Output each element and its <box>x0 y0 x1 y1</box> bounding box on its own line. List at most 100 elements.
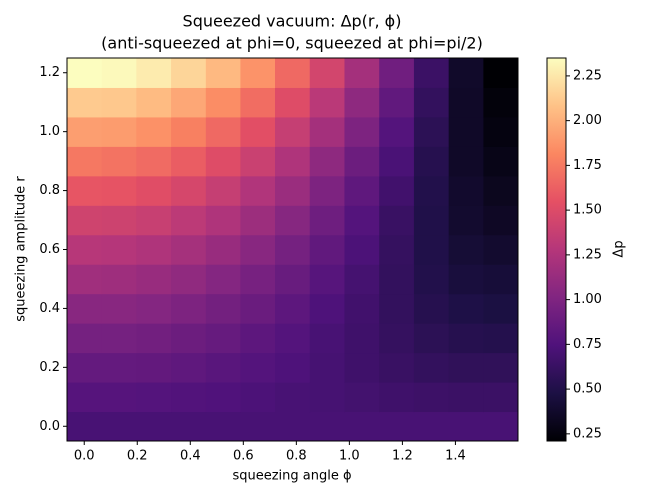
heatmap-cell <box>413 205 450 236</box>
heatmap-cell <box>101 116 137 147</box>
colorbar-tick-label: 1.25 <box>573 247 602 262</box>
heatmap-cell <box>67 323 103 354</box>
heatmap-cell <box>205 352 241 383</box>
heatmap-cell <box>344 58 380 88</box>
heatmap-cell <box>483 293 518 324</box>
heatmap-cell <box>483 382 518 413</box>
heatmap-cell <box>136 323 172 354</box>
heatmap-cell <box>171 264 207 295</box>
heatmap-cell <box>448 146 484 177</box>
heatmap-cell <box>309 87 345 118</box>
heatmap-cell <box>205 58 241 88</box>
heatmap-cell <box>413 323 450 354</box>
colorbar-tick-label: 2.00 <box>573 113 602 128</box>
heatmap-cell <box>448 264 484 295</box>
heatmap-cell <box>67 87 103 118</box>
heatmap-cell <box>309 293 345 324</box>
heatmap-cell <box>483 234 518 265</box>
heatmap-cell <box>67 175 103 206</box>
heatmap-cell <box>483 323 518 354</box>
heatmap-cell <box>309 323 345 354</box>
heatmap-cell <box>379 116 415 147</box>
heatmap-cell <box>101 411 137 441</box>
heatmap-cell <box>240 175 276 206</box>
x-tick-label: 1.4 <box>445 449 466 464</box>
heatmap-cell <box>275 323 311 354</box>
x-tick-label: 0.4 <box>180 449 201 464</box>
colorbar-label: Δp <box>612 240 627 257</box>
heatmap-cell <box>275 411 311 441</box>
colorbar-tick-label: 1.00 <box>573 292 602 307</box>
heatmap-cell <box>67 382 103 413</box>
heatmap-cell <box>448 205 484 236</box>
x-tick-label: 1.0 <box>339 449 360 464</box>
heatmap-cell <box>171 116 207 147</box>
heatmap-cell <box>275 116 311 147</box>
heatmap-cell <box>379 323 415 354</box>
heatmap-cell <box>171 205 207 236</box>
heatmap-cell <box>171 411 207 441</box>
heatmap-cell <box>448 116 484 147</box>
heatmap-cell <box>101 234 137 265</box>
heatmap-cell <box>275 58 311 88</box>
heatmap-cell <box>344 87 380 118</box>
heatmap-cell <box>240 146 276 177</box>
heatmap-cell <box>136 116 172 147</box>
heatmap-cell <box>101 382 137 413</box>
heatmap-cell <box>344 205 380 236</box>
heatmap-cell <box>136 146 172 177</box>
heatmap-cell <box>67 293 103 324</box>
heatmap-cell <box>379 205 415 236</box>
heatmap-cell <box>240 323 276 354</box>
heatmap-cell <box>275 264 311 295</box>
x-axis-label: squeezing angle ϕ <box>232 469 351 484</box>
heatmap-cell <box>413 58 450 88</box>
heatmap-cell <box>67 205 103 236</box>
heatmap-cell <box>101 175 137 206</box>
heatmap-cell <box>101 205 137 236</box>
heatmap-cell <box>344 116 380 147</box>
heatmap-cell <box>379 411 415 441</box>
heatmap-cell <box>275 205 311 236</box>
heatmap-cell <box>483 264 518 295</box>
heatmap-cell <box>309 352 345 383</box>
heatmap-cell <box>413 146 450 177</box>
heatmap-cell <box>101 293 137 324</box>
heatmap-cell <box>448 323 484 354</box>
heatmap-cell <box>309 382 345 413</box>
heatmap-cell <box>205 146 241 177</box>
heatmap-cell <box>240 411 276 441</box>
heatmap-cell <box>136 234 172 265</box>
heatmap-cell <box>171 58 207 88</box>
heatmap-cell <box>309 146 345 177</box>
heatmap-cell <box>136 352 172 383</box>
heatmap-cell <box>483 411 518 441</box>
heatmap-cell <box>171 382 207 413</box>
x-tick-label: 0.2 <box>127 449 148 464</box>
chart-title: Squeezed vacuum: Δp(r, ϕ) <box>183 12 402 31</box>
heatmap-cell <box>240 382 276 413</box>
heatmap-cell <box>448 87 484 118</box>
heatmap-cell <box>67 264 103 295</box>
heatmap-cell <box>101 352 137 383</box>
colorbar-tick-label: 1.50 <box>573 203 602 218</box>
heatmap-cell <box>67 58 103 88</box>
heatmap-cell <box>413 175 450 206</box>
heatmap-cell <box>448 382 484 413</box>
heatmap-cell <box>448 175 484 206</box>
heatmap-cell <box>309 205 345 236</box>
heatmap-cell <box>240 58 276 88</box>
heatmap-cell <box>205 116 241 147</box>
heatmap-cell <box>448 411 484 441</box>
colorbar-tick-label: 1.75 <box>573 158 602 173</box>
heatmap-cell <box>483 146 518 177</box>
y-tick-label: 0.6 <box>39 242 60 257</box>
heatmap-cell <box>483 175 518 206</box>
plot-area <box>67 58 518 441</box>
heatmap-cell <box>344 411 380 441</box>
heatmap-cell <box>344 175 380 206</box>
heatmap-cell <box>275 382 311 413</box>
heatmap-cell <box>309 58 345 88</box>
